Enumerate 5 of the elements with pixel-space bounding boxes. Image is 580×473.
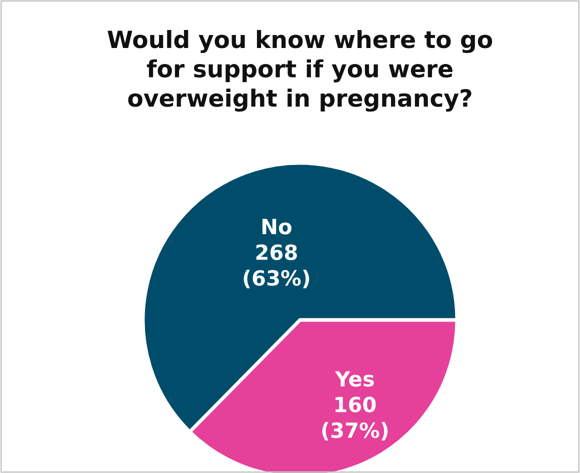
slice-label: Yes — [334, 371, 374, 387]
slice-label: No — [262, 218, 292, 234]
data-label: 268 (63%) — [244, 244, 310, 288]
data-label: 160 (37%) — [322, 396, 388, 441]
chart-title: Would you know where to go for support if you were overweight in pregnancy? — [108, 30, 492, 112]
